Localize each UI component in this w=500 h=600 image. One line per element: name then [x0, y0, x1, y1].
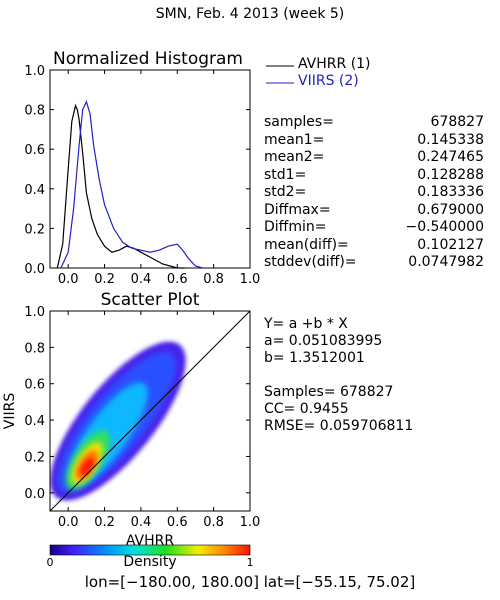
stat-label: samples= — [264, 114, 334, 130]
colorbar-title: Density — [123, 554, 176, 570]
colorbar-max-label: 1 — [247, 556, 254, 569]
hist-xtick-label: 1.0 — [240, 272, 261, 287]
scatter-frame — [49, 310, 251, 512]
scatter-ytick-label: 0.8 — [24, 341, 45, 356]
hist-ytick-label: 0.4 — [24, 183, 45, 198]
hist-xtick-label: 0.8 — [203, 272, 224, 287]
stat-label: Diffmax= — [264, 201, 331, 218]
stat-label: mean(diff)= — [264, 236, 349, 253]
regression-b: b= 1.3512001 — [264, 350, 365, 366]
scatter-ytick-label: 0.0 — [24, 487, 45, 502]
stat-value: 0.679000 — [417, 201, 484, 218]
density-level-peak — [80, 457, 95, 476]
scatter-xtick-label: 0.8 — [203, 515, 224, 530]
hist-xtick-label: 0.6 — [167, 272, 188, 287]
scatter-title: Scatter Plot — [101, 290, 200, 310]
stat-label: std1= — [264, 166, 307, 183]
hist-xtick-label: 0.2 — [94, 272, 115, 287]
stat-value: −0.540000 — [405, 219, 484, 235]
histogram-line-avhrr — [56, 103, 185, 269]
regression-rmse: RMSE= 0.059706811 — [264, 418, 414, 434]
histogram-title: Normalized Histogram — [53, 49, 243, 69]
legend-label-viirs: VIIRS (2) — [298, 73, 359, 89]
stat-label: mean2= — [264, 149, 325, 165]
histogram-frame — [49, 69, 251, 269]
scatter-ylabel: VIIRS — [2, 393, 18, 430]
hist-ytick-label: 0.0 — [24, 262, 45, 277]
stat-value: 0.247465 — [417, 149, 484, 165]
stat-label: Diffmin= — [264, 219, 327, 235]
scatter-xtick-label: 0.0 — [58, 515, 79, 530]
legend-label-avhrr: AVHRR (1) — [298, 56, 371, 72]
stat-value: 0.102127 — [417, 236, 484, 253]
histogram-chart: Normalized Histogram 0.0 0.2 0.4 0.6 0.8 1.0 0… — [24, 49, 261, 287]
hist-ytick-label: 0.6 — [24, 143, 45, 158]
scatter-ytick-label: 0.6 — [24, 378, 45, 393]
scatter-ytick-label: 0.4 — [24, 414, 45, 429]
hist-ytick-label: 0.2 — [24, 222, 45, 237]
scatter-xtick-label: 1.0 — [240, 515, 261, 530]
hist-xtick-label: 0.4 — [131, 272, 152, 287]
hist-ytick-label: 1.0 — [24, 64, 45, 79]
scatter-ytick-label: 1.0 — [24, 305, 45, 320]
stat-label: stddev(diff)= — [264, 254, 357, 270]
stat-value: 678827 — [430, 114, 484, 130]
density-cloud — [50, 341, 186, 501]
stat-value: 0.145338 — [417, 131, 484, 148]
histogram-line-viirs — [60, 100, 203, 269]
stat-label: std2= — [264, 184, 307, 200]
hist-xtick-label: 0.0 — [58, 272, 79, 287]
stat-label: mean1= — [264, 131, 325, 148]
one-to-one-line — [49, 310, 251, 512]
scatter-xtick-label: 0.2 — [94, 515, 115, 530]
scatter-xtick-label: 0.6 — [167, 515, 188, 530]
footer-coordinates: lon=[−180.00, 180.00] lat=[−55.15, 75.02… — [84, 573, 416, 591]
regression-equation: Y= a +b * X — [264, 316, 348, 332]
colorbar-min-label: 0 — [47, 556, 54, 569]
page-title: SMN, Feb. 4 2013 (week 5) — [155, 6, 345, 22]
regression-a: a= 0.051083995 — [264, 333, 383, 349]
stat-value: 0.183336 — [417, 184, 484, 200]
hist-ytick-label: 0.8 — [24, 104, 45, 119]
stat-value: 0.0747982 — [408, 254, 484, 270]
scatter-xtick-label: 0.4 — [131, 515, 152, 530]
scatter-ytick-label: 0.2 — [24, 450, 45, 465]
density-colorbar — [49, 544, 251, 556]
stat-value: 0.128288 — [417, 166, 484, 183]
regression-cc: CC= 0.9455 — [264, 401, 349, 417]
regression-samples: Samples= 678827 — [264, 384, 394, 400]
